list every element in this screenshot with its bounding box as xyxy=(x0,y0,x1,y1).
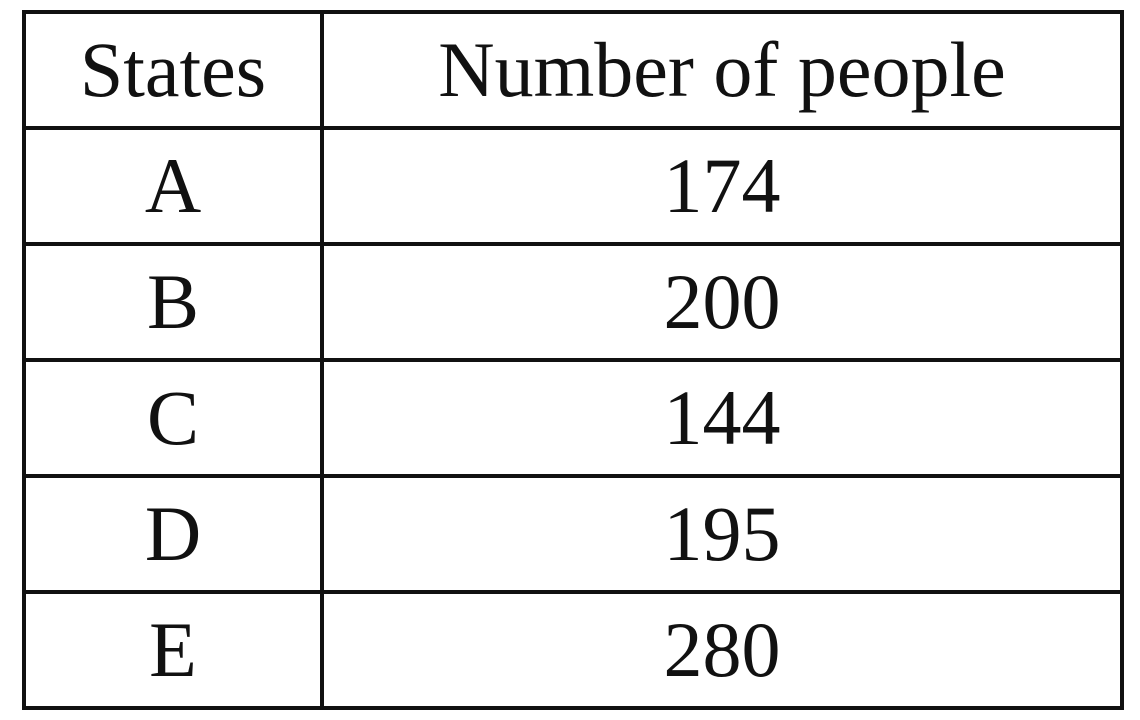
header-states: States xyxy=(22,10,324,130)
state-cell: D xyxy=(22,474,324,594)
header-row: States Number of people xyxy=(22,10,1124,130)
state-cell: B xyxy=(22,242,324,362)
header-number-of-people: Number of people xyxy=(320,10,1124,130)
value-cell: 195 xyxy=(320,474,1124,594)
table-row: E 280 xyxy=(22,590,1124,710)
value-cell: 280 xyxy=(320,590,1124,710)
value-cell: 174 xyxy=(320,126,1124,246)
value-cell: 144 xyxy=(320,358,1124,478)
data-table: States Number of people A 174 B 200 C 14… xyxy=(22,10,1124,710)
state-cell: C xyxy=(22,358,324,478)
value-cell: 200 xyxy=(320,242,1124,362)
table-row: D 195 xyxy=(22,474,1124,594)
state-cell: E xyxy=(22,590,324,710)
table-row: C 144 xyxy=(22,358,1124,478)
table-row: A 174 xyxy=(22,126,1124,246)
state-cell: A xyxy=(22,126,324,246)
table-row: B 200 xyxy=(22,242,1124,362)
